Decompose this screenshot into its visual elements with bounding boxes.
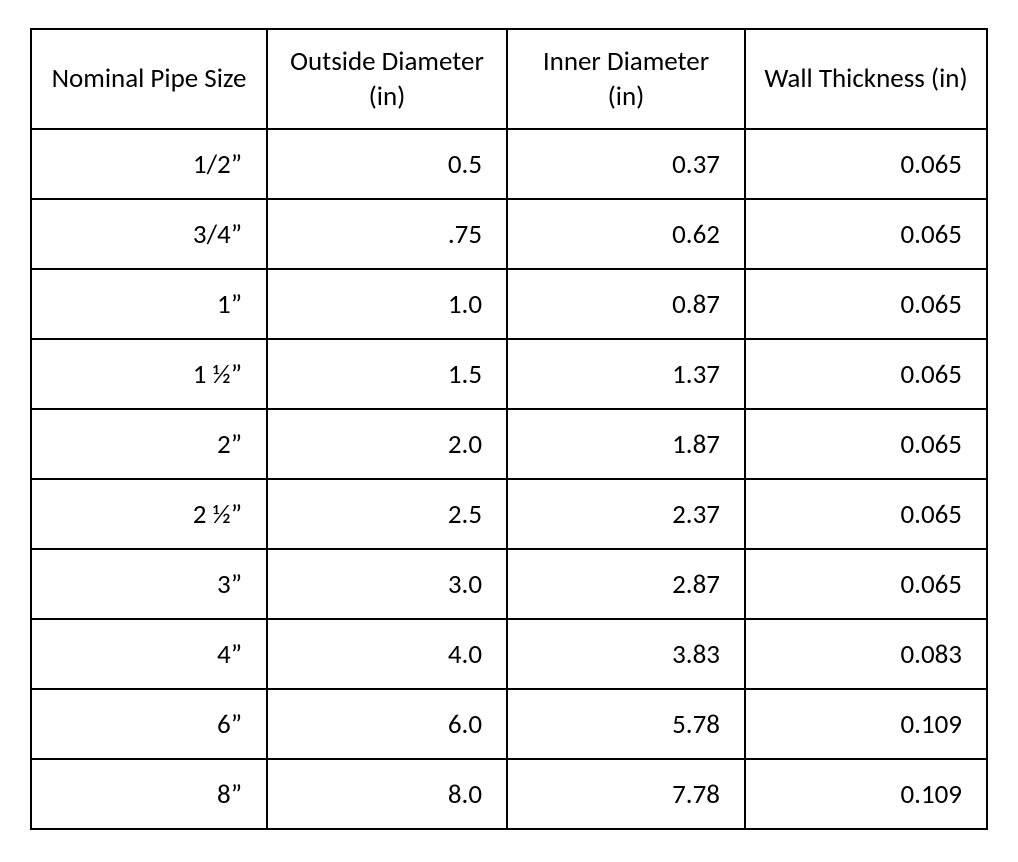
cell-nominal-pipe-size: 2 ½” [31, 479, 267, 549]
column-header-outside-diameter: Outside Diameter (in) [267, 29, 507, 129]
cell-nominal-pipe-size: 3/4” [31, 199, 267, 269]
cell-nominal-pipe-size: 3” [31, 549, 267, 619]
cell-inner-diameter: 3.83 [507, 619, 745, 689]
cell-nominal-pipe-size: 6” [31, 689, 267, 759]
cell-inner-diameter: 7.78 [507, 759, 745, 829]
cell-outside-diameter: 2.5 [267, 479, 507, 549]
cell-inner-diameter: 2.87 [507, 549, 745, 619]
table-row: 2” 2.0 1.87 0.065 [31, 409, 987, 479]
cell-wall-thickness: 0.109 [745, 689, 987, 759]
table-row: 8” 8.0 7.78 0.109 [31, 759, 987, 829]
cell-wall-thickness: 0.065 [745, 339, 987, 409]
table-row: 2 ½” 2.5 2.37 0.065 [31, 479, 987, 549]
cell-nominal-pipe-size: 4” [31, 619, 267, 689]
cell-outside-diameter: 1.0 [267, 269, 507, 339]
column-header-wall-thickness: Wall Thickness (in) [745, 29, 987, 129]
table-row: 3/4” .75 0.62 0.065 [31, 199, 987, 269]
cell-outside-diameter: .75 [267, 199, 507, 269]
cell-nominal-pipe-size: 1/2” [31, 129, 267, 199]
column-header-inner-diameter: Inner Diameter (in) [507, 29, 745, 129]
table-row: 6” 6.0 5.78 0.109 [31, 689, 987, 759]
cell-inner-diameter: 0.62 [507, 199, 745, 269]
table-row: 1” 1.0 0.87 0.065 [31, 269, 987, 339]
cell-nominal-pipe-size: 8” [31, 759, 267, 829]
pipe-dimensions-table: Nominal Pipe Size Outside Diameter (in) … [30, 28, 988, 830]
cell-inner-diameter: 0.37 [507, 129, 745, 199]
cell-inner-diameter: 1.37 [507, 339, 745, 409]
table-row: 3” 3.0 2.87 0.065 [31, 549, 987, 619]
cell-inner-diameter: 1.87 [507, 409, 745, 479]
cell-wall-thickness: 0.065 [745, 129, 987, 199]
cell-inner-diameter: 5.78 [507, 689, 745, 759]
column-header-nominal-pipe-size: Nominal Pipe Size [31, 29, 267, 129]
table-header-row: Nominal Pipe Size Outside Diameter (in) … [31, 29, 987, 129]
table-row: 4” 4.0 3.83 0.083 [31, 619, 987, 689]
table-row: 1/2” 0.5 0.37 0.065 [31, 129, 987, 199]
cell-nominal-pipe-size: 1” [31, 269, 267, 339]
cell-wall-thickness: 0.065 [745, 199, 987, 269]
cell-wall-thickness: 0.065 [745, 409, 987, 479]
cell-outside-diameter: 0.5 [267, 129, 507, 199]
cell-inner-diameter: 0.87 [507, 269, 745, 339]
cell-outside-diameter: 6.0 [267, 689, 507, 759]
cell-outside-diameter: 4.0 [267, 619, 507, 689]
cell-wall-thickness: 0.065 [745, 549, 987, 619]
table-row: 1 ½” 1.5 1.37 0.065 [31, 339, 987, 409]
cell-outside-diameter: 1.5 [267, 339, 507, 409]
cell-wall-thickness: 0.109 [745, 759, 987, 829]
cell-outside-diameter: 3.0 [267, 549, 507, 619]
cell-wall-thickness: 0.083 [745, 619, 987, 689]
cell-nominal-pipe-size: 1 ½” [31, 339, 267, 409]
cell-outside-diameter: 2.0 [267, 409, 507, 479]
cell-wall-thickness: 0.065 [745, 269, 987, 339]
cell-inner-diameter: 2.37 [507, 479, 745, 549]
cell-wall-thickness: 0.065 [745, 479, 987, 549]
cell-outside-diameter: 8.0 [267, 759, 507, 829]
cell-nominal-pipe-size: 2” [31, 409, 267, 479]
